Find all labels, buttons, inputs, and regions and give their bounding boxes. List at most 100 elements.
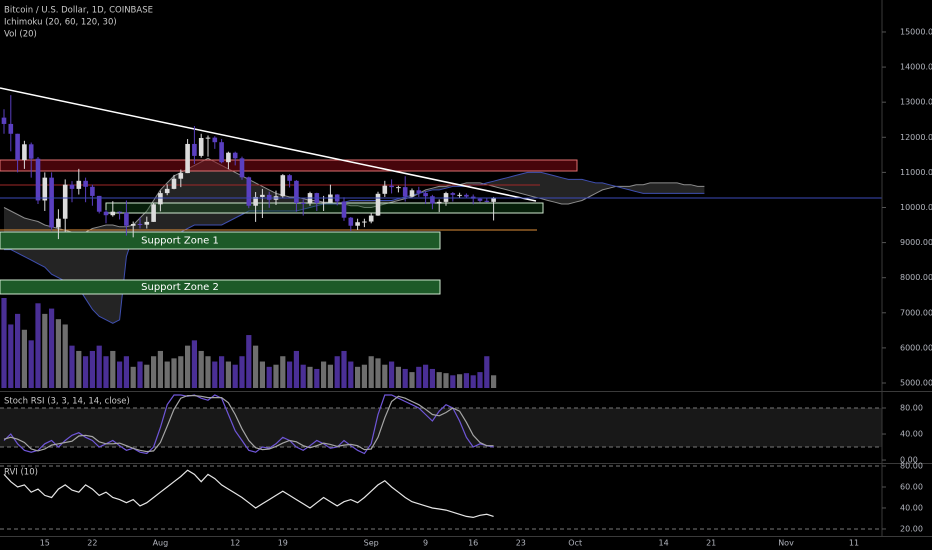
candle-body [164,188,170,194]
volume-bar [185,345,191,388]
candle-body [35,158,41,201]
y-tick-label: 15000.00 [900,27,932,36]
volume-bar [89,350,95,388]
candle-body [178,173,184,179]
candle-body [137,223,143,225]
volume-bar [375,358,381,388]
x-tick-label: 23 [516,539,526,548]
x-tick-label: 22 [87,539,97,548]
volume-bar [273,364,279,388]
candle-body [368,215,374,222]
range-zone [105,202,544,214]
volume-bar [423,364,429,388]
candle-body [348,217,354,226]
volume-bar [137,361,143,388]
indicator-line [3,394,494,455]
span-b-line [4,171,705,324]
y-tick-label: 10000.00 [900,203,932,212]
candle-body [477,198,483,201]
volume-bar [76,350,82,388]
candle-body [294,180,299,203]
y-tick-label: 60.00 [900,482,923,491]
volume-bar [402,368,408,388]
band-fill [0,407,882,448]
x-tick-label: Sep [364,539,379,548]
candle-body [158,193,163,205]
candle-body [375,193,381,216]
candle-body [62,184,68,219]
x-tick-label: 15 [40,539,50,548]
candle-body [484,200,490,202]
volume-bar [327,364,333,388]
volume-bar [361,364,367,388]
volume-bar [355,366,361,388]
volume-bar [436,372,442,388]
volume-bar [42,313,48,388]
legend-symbol: Bitcoin / U.S. Dollar, 1D, COINBASE [4,6,153,16]
candle-body [300,202,306,204]
volume-bar [49,308,55,388]
candle-body [90,186,95,196]
x-tick-label: 9 [423,539,428,548]
y-tick-label: 6000.00 [900,343,932,352]
volume-bar [457,374,463,388]
candle-body [253,196,258,206]
volume-bar [321,361,327,388]
volume-bar [463,373,469,388]
indicator-line [3,395,494,453]
volume-bar [1,298,7,388]
candle-body [56,218,61,228]
zone-label: Support Zone 2 [141,282,219,293]
volume-bar [96,345,102,388]
volume-bar [314,368,320,388]
y-tick-label: 80.00 [900,403,923,412]
candle-body [28,144,34,159]
candle-body [328,194,333,203]
volume-bar [409,372,415,388]
candle-body [110,211,116,216]
volume-bar [246,335,252,388]
y-tick-label: 80.00 [900,461,923,470]
volume-bar [429,368,435,388]
x-tick-label: Oct [568,539,582,548]
cloud-fill [4,158,705,324]
volume-bar [382,364,388,388]
y-tick-label: 20.00 [900,524,923,533]
candle-body [124,212,129,226]
volume-bar [300,364,306,388]
volume-bar [232,364,238,388]
candle-body [103,211,109,216]
candle-body [185,143,190,174]
volume-bar [266,366,272,388]
volume-bar [144,364,150,388]
candle-body [443,193,449,202]
volume-bar [151,356,157,388]
candle-body [151,204,156,222]
y-tick-label: 8000.00 [900,273,932,282]
volume-bar [219,356,225,388]
candle-body [457,194,462,196]
y-tick-label: 0.00 [900,456,918,465]
volume-bar [368,356,374,388]
candle-body [402,187,408,197]
candle-body [246,177,252,206]
candle-body [416,190,422,194]
volume-bar [35,303,41,388]
candle-body [239,158,245,178]
volume-bar [171,358,177,388]
candle-body [42,177,48,201]
candle-body [430,196,435,204]
candle-body [8,123,14,134]
candle-body [22,144,27,161]
volume-bar [130,366,136,388]
legend-rvi: RVI (10) [4,468,38,478]
candle-body [1,117,7,124]
volume-bar [253,345,259,388]
volume-bar [259,361,265,388]
volume-bar [110,350,116,388]
volume-bar [348,361,354,388]
volume-bar [157,350,163,388]
volume-bar [484,356,490,388]
